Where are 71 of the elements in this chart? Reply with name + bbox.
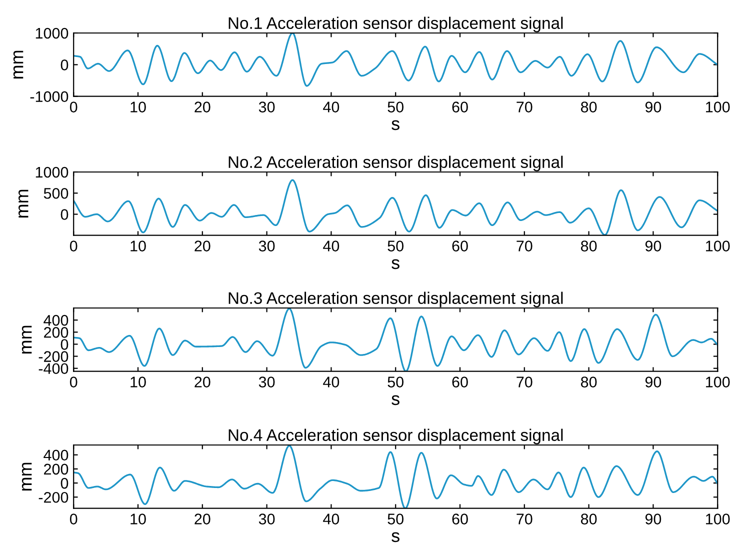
x-tick-label: 70 (516, 376, 532, 388)
chart-title: No.2 Acceleration sensor displacement signal (228, 156, 563, 172)
x-tick-label: 40 (323, 514, 340, 524)
x-tick-label: 90 (645, 376, 662, 388)
x-tick-label: 60 (452, 514, 468, 524)
x-tick-label: 40 (323, 102, 340, 112)
y-tick-label: -200 (38, 351, 68, 362)
y-tick-label: -400 (38, 363, 68, 374)
y-tick-label: 200 (44, 464, 68, 475)
x-tick-label: 10 (130, 102, 146, 112)
y-tick-label: 0 (60, 209, 68, 220)
x-tick-label: 70 (516, 240, 532, 252)
y-axis-title: mm (22, 462, 32, 491)
x-tick-label: 20 (194, 240, 210, 252)
x-tick-label: 50 (388, 102, 404, 112)
x-tick-label: 50 (388, 240, 404, 252)
x-tick-label: 80 (580, 514, 597, 524)
x-tick-label: 20 (194, 376, 210, 388)
x-tick-label: 30 (258, 102, 275, 112)
chart-title: No.4 Acceleration sensor displacement signal (228, 428, 563, 444)
x-tick-label: 100 (706, 240, 730, 252)
x-tick-label: 50 (388, 514, 404, 524)
x-tick-label: 0 (70, 514, 78, 524)
x-tick-label: 10 (130, 240, 146, 252)
x-tick-label: 10 (130, 376, 146, 388)
x-tick-label: 60 (452, 376, 468, 388)
x-axis-title: s (392, 532, 400, 542)
y-axis-title: mm (13, 50, 24, 79)
x-tick-label: 80 (580, 240, 597, 252)
y-tick-label: 0 (60, 478, 68, 489)
x-axis-title: s (392, 259, 400, 270)
x-tick-label: 20 (194, 514, 210, 524)
chart-title: No.3 Acceleration sensor displacement signal (228, 292, 563, 308)
x-tick-label: 60 (452, 240, 468, 252)
x-tick-label: 80 (580, 102, 597, 112)
x-tick-label: 70 (516, 102, 532, 112)
y-tick-label: 1000 (36, 166, 68, 178)
x-tick-label: 100 (706, 514, 730, 524)
y-tick-label: -1000 (30, 91, 68, 102)
x-tick-label: 0 (70, 240, 78, 252)
x-tick-label: 20 (194, 102, 210, 112)
x-tick-label: 0 (70, 376, 78, 388)
y-tick-label: 400 (44, 314, 68, 326)
x-tick-label: 30 (258, 514, 275, 524)
x-tick-label: 10 (130, 514, 146, 524)
x-tick-label: 80 (580, 376, 597, 388)
y-axis-title: mm (18, 190, 28, 218)
x-tick-label: 30 (258, 240, 275, 252)
y-tick-label: 400 (44, 450, 68, 461)
y-tick-label: -200 (38, 492, 68, 503)
x-tick-label: 50 (388, 376, 404, 388)
x-tick-label: 90 (645, 102, 662, 112)
x-tick-label: 100 (706, 376, 730, 388)
y-tick-label: 0 (60, 339, 68, 350)
x-tick-label: 40 (323, 240, 340, 252)
x-tick-label: 90 (645, 514, 662, 524)
chart-title: No.1 Acceleration sensor displacement signal (228, 16, 563, 32)
y-tick-label: 0 (60, 60, 68, 70)
y-axis-title: mm (22, 326, 32, 354)
x-tick-label: 100 (706, 102, 730, 112)
x-tick-label: 0 (70, 102, 78, 112)
x-tick-label: 30 (258, 376, 275, 388)
y-tick-label: 500 (44, 188, 68, 199)
x-tick-label: 90 (645, 240, 662, 252)
x-axis-title: s (392, 395, 400, 406)
x-tick-label: 60 (452, 102, 468, 112)
x-tick-label: 40 (323, 376, 340, 388)
x-tick-label: 70 (516, 514, 532, 524)
y-tick-label: 1000 (36, 28, 68, 39)
y-tick-label: 200 (44, 327, 68, 338)
x-axis-title: s (392, 120, 400, 130)
